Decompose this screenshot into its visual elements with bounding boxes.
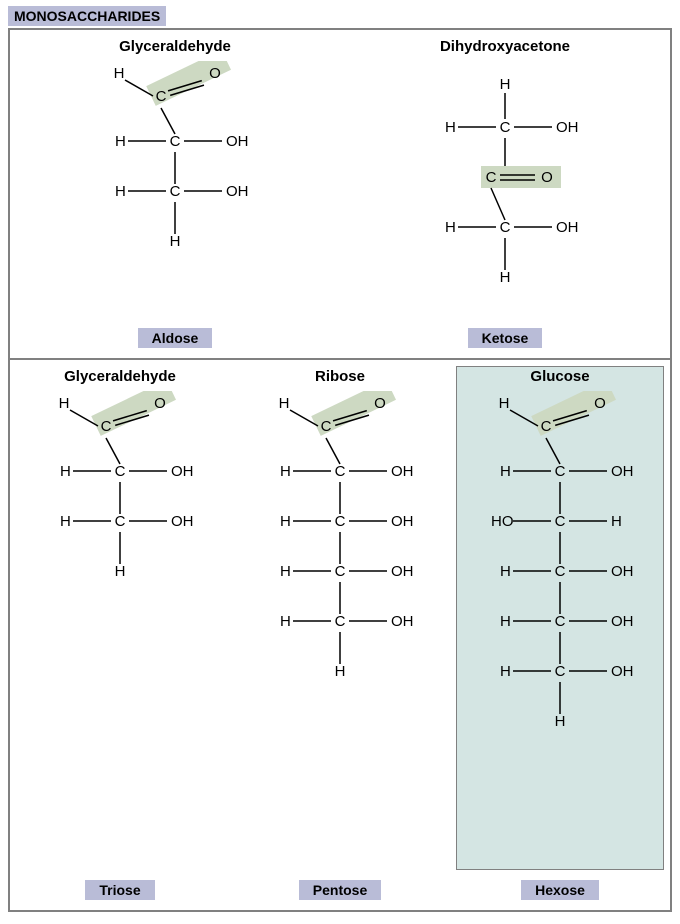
svg-text:C: C: [555, 563, 566, 580]
svg-text:H: H: [115, 563, 126, 580]
svg-text:C: C: [335, 563, 346, 580]
class-label: Hexose: [521, 880, 599, 900]
svg-text:H: H: [445, 119, 456, 136]
svg-text:H: H: [500, 613, 511, 630]
svg-text:H: H: [499, 395, 510, 412]
svg-text:OH: OH: [226, 183, 249, 200]
svg-text:H: H: [611, 513, 622, 530]
svg-text:C: C: [156, 88, 167, 105]
svg-text:H: H: [280, 513, 291, 530]
svg-text:OH: OH: [556, 119, 579, 136]
molecule-name: Glucose: [530, 368, 589, 385]
svg-text:C: C: [170, 133, 181, 150]
molecule-name: Ribose: [315, 368, 365, 385]
svg-text:C: C: [115, 513, 126, 530]
page-title: MONOSACCHARIDES: [8, 6, 166, 26]
svg-text:OH: OH: [556, 219, 579, 236]
svg-text:C: C: [500, 219, 511, 236]
svg-text:H: H: [335, 663, 346, 680]
molecule-name: Dihydroxyacetone: [440, 38, 570, 55]
svg-text:H: H: [59, 395, 70, 412]
svg-text:H: H: [60, 513, 71, 530]
svg-text:C: C: [170, 183, 181, 200]
svg-text:C: C: [335, 463, 346, 480]
svg-text:H: H: [280, 463, 291, 480]
svg-text:H: H: [500, 463, 511, 480]
svg-text:OH: OH: [391, 463, 414, 480]
svg-text:H: H: [280, 563, 291, 580]
svg-text:H: H: [500, 76, 511, 93]
structure-svg-wrap: HCOCHOHCHOHCHOHCHOHCHOHH: [455, 391, 665, 880]
svg-text:H: H: [279, 395, 290, 412]
svg-text:H: H: [114, 65, 125, 82]
svg-text:C: C: [541, 418, 552, 435]
svg-text:O: O: [594, 395, 606, 412]
svg-text:C: C: [500, 119, 511, 136]
svg-text:O: O: [154, 395, 166, 412]
structure-svg-wrap: H C H OH C O C H OH H: [400, 61, 610, 328]
svg-text:O: O: [209, 65, 221, 82]
row-by-carbon-count: GlyceraldehydeHCOCHOHCHOHHTrioseRiboseHC…: [10, 360, 670, 910]
molecule-cell: Glyceraldehyde H C O C H OH C H OH H Aldose: [10, 30, 340, 358]
svg-text:OH: OH: [611, 613, 634, 630]
row-aldose-ketose: GlyceraldehydeHCOCHOHCHOHHAldoseDihydrox…: [10, 30, 670, 360]
svg-text:OH: OH: [226, 133, 249, 150]
page: MONOSACCHARIDES GlyceraldehydeHCOCHOHCHO…: [0, 0, 680, 924]
svg-text:H: H: [500, 563, 511, 580]
svg-text:OH: OH: [391, 513, 414, 530]
svg-text:C: C: [486, 169, 497, 186]
molecule-name: Glyceraldehyde: [119, 38, 231, 55]
svg-text:HO: HO: [491, 513, 514, 530]
structure-svg-wrap: H C O C H OH C H OH H: [70, 61, 280, 328]
molecule-cell: Glyceraldehyde H C O C H OH C H OH H Triose: [10, 360, 230, 910]
svg-text:C: C: [101, 418, 112, 435]
svg-text:C: C: [555, 463, 566, 480]
svg-text:O: O: [374, 395, 386, 412]
svg-text:H: H: [115, 183, 126, 200]
svg-text:H: H: [500, 663, 511, 680]
svg-text:OH: OH: [171, 463, 194, 480]
svg-text:H: H: [170, 233, 181, 250]
svg-text:H: H: [60, 463, 71, 480]
structure-svg-wrap: H C O C H OH C H OH C H OH C H OH H: [235, 391, 445, 880]
class-label: Aldose: [138, 328, 213, 348]
svg-text:H: H: [555, 713, 566, 730]
svg-text:OH: OH: [611, 563, 634, 580]
svg-text:H: H: [280, 613, 291, 630]
svg-text:C: C: [555, 613, 566, 630]
svg-text:OH: OH: [611, 663, 634, 680]
svg-text:C: C: [115, 463, 126, 480]
class-label: Pentose: [299, 880, 381, 900]
svg-text:H: H: [500, 269, 511, 286]
class-label: Ketose: [468, 328, 543, 348]
svg-text:OH: OH: [391, 613, 414, 630]
svg-text:OH: OH: [611, 463, 634, 480]
molecule-name: Glyceraldehyde: [64, 368, 176, 385]
svg-text:H: H: [445, 219, 456, 236]
svg-text:OH: OH: [391, 563, 414, 580]
diagram-frame: GlyceraldehydeHCOCHOHCHOHHAldoseDihydrox…: [8, 28, 672, 912]
molecule-cell: Dihydroxyacetone H C H OH C O C H OH H Ketose: [340, 30, 670, 358]
svg-text:O: O: [541, 169, 553, 186]
svg-text:C: C: [555, 513, 566, 530]
molecule-cell: GlucoseHCOCHOHCHOHCHOHCHOHCHOHHHexose: [450, 360, 670, 910]
molecule-cell: Ribose H C O C H OH C H OH C H OH C H OH H Pentose: [230, 360, 450, 910]
svg-text:C: C: [335, 513, 346, 530]
structure-svg-wrap: H C O C H OH C H OH H: [15, 391, 225, 880]
svg-text:OH: OH: [171, 513, 194, 530]
class-label: Triose: [85, 880, 154, 900]
svg-text:C: C: [335, 613, 346, 630]
svg-text:C: C: [321, 418, 332, 435]
svg-text:H: H: [115, 133, 126, 150]
svg-text:C: C: [555, 663, 566, 680]
